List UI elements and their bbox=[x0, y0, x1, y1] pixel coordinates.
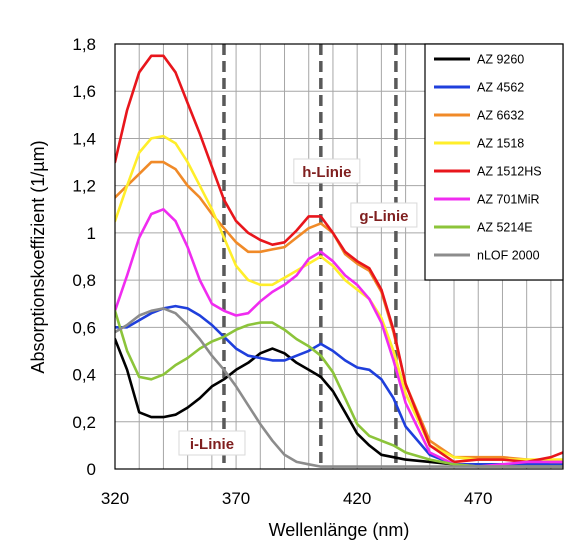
legend-item: AZ 6632 bbox=[434, 109, 524, 123]
reference-line-label: g-Linie bbox=[350, 202, 418, 228]
reference-label-box bbox=[293, 158, 361, 184]
x-tick-label: 420 bbox=[343, 489, 371, 508]
reference-label-box bbox=[178, 430, 246, 456]
reference-line-label: h-Linie bbox=[293, 158, 361, 184]
y-tick-label: 0,2 bbox=[72, 413, 96, 432]
x-tick-label: 370 bbox=[222, 489, 250, 508]
y-tick-label: 1,2 bbox=[72, 177, 96, 196]
legend-item: AZ 701MiR bbox=[434, 193, 540, 207]
series-line bbox=[115, 307, 563, 468]
reference-label-text: i-Linie bbox=[190, 436, 234, 453]
legend-label: AZ 9260 bbox=[477, 53, 524, 67]
legend-label: nLOF 2000 bbox=[477, 249, 540, 263]
x-tick-label: 470 bbox=[464, 489, 492, 508]
y-tick-label: 1,6 bbox=[72, 82, 96, 101]
x-tick-label: 320 bbox=[101, 489, 129, 508]
legend-item: nLOF 2000 bbox=[434, 249, 540, 263]
series-lines bbox=[115, 54, 563, 468]
legend-label: AZ 4562 bbox=[477, 81, 524, 95]
legend-item: AZ 1518 bbox=[434, 137, 524, 151]
legend-box bbox=[424, 43, 564, 281]
y-tick-label: 0,8 bbox=[72, 271, 96, 290]
y-tick-label: 0,6 bbox=[72, 318, 96, 337]
reference-line-label: i-Linie bbox=[178, 430, 246, 456]
reference-label-text: h-Linie bbox=[302, 164, 351, 181]
x-tick-labels: 320 370 420 470 bbox=[101, 489, 493, 508]
x-axis-title: Wellenlänge (nm) bbox=[269, 520, 410, 540]
y-tick-label: 1,8 bbox=[72, 35, 96, 54]
y-tick-label: 0,4 bbox=[72, 366, 96, 385]
y-axis-title: Absorptionskoeffizient (1/µm) bbox=[28, 140, 48, 373]
series-line bbox=[115, 54, 563, 464]
legend-label: AZ 6632 bbox=[477, 109, 524, 123]
legend-item: AZ 4562 bbox=[434, 81, 524, 95]
y-tick-labels: 0 0,2 0,4 0,6 0,8 1 1,2 1,4 1,6 1,8 bbox=[72, 35, 96, 479]
series-line bbox=[115, 309, 563, 468]
legend: AZ 9260 AZ 4562 AZ 6632 AZ 1518 AZ 1512HS AZ … bbox=[424, 43, 564, 281]
legend-item: AZ 5214E bbox=[434, 221, 533, 235]
legend-label: AZ 5214E bbox=[477, 221, 533, 235]
legend-label: AZ 1512HS bbox=[477, 165, 542, 179]
reference-label-box bbox=[350, 202, 418, 228]
legend-item: AZ 9260 bbox=[434, 53, 524, 67]
y-tick-label: 0 bbox=[87, 460, 96, 479]
legend-label: AZ 1518 bbox=[477, 137, 524, 151]
legend-item: AZ 1512HS bbox=[434, 165, 542, 179]
reference-line-labels: i-Linie h-Linie g-Linie bbox=[178, 158, 418, 456]
y-tick-label: 1 bbox=[87, 224, 96, 243]
y-tick-label: 1,4 bbox=[72, 129, 96, 148]
legend-label: AZ 701MiR bbox=[477, 193, 540, 207]
reference-label-text: g-Linie bbox=[359, 208, 408, 225]
